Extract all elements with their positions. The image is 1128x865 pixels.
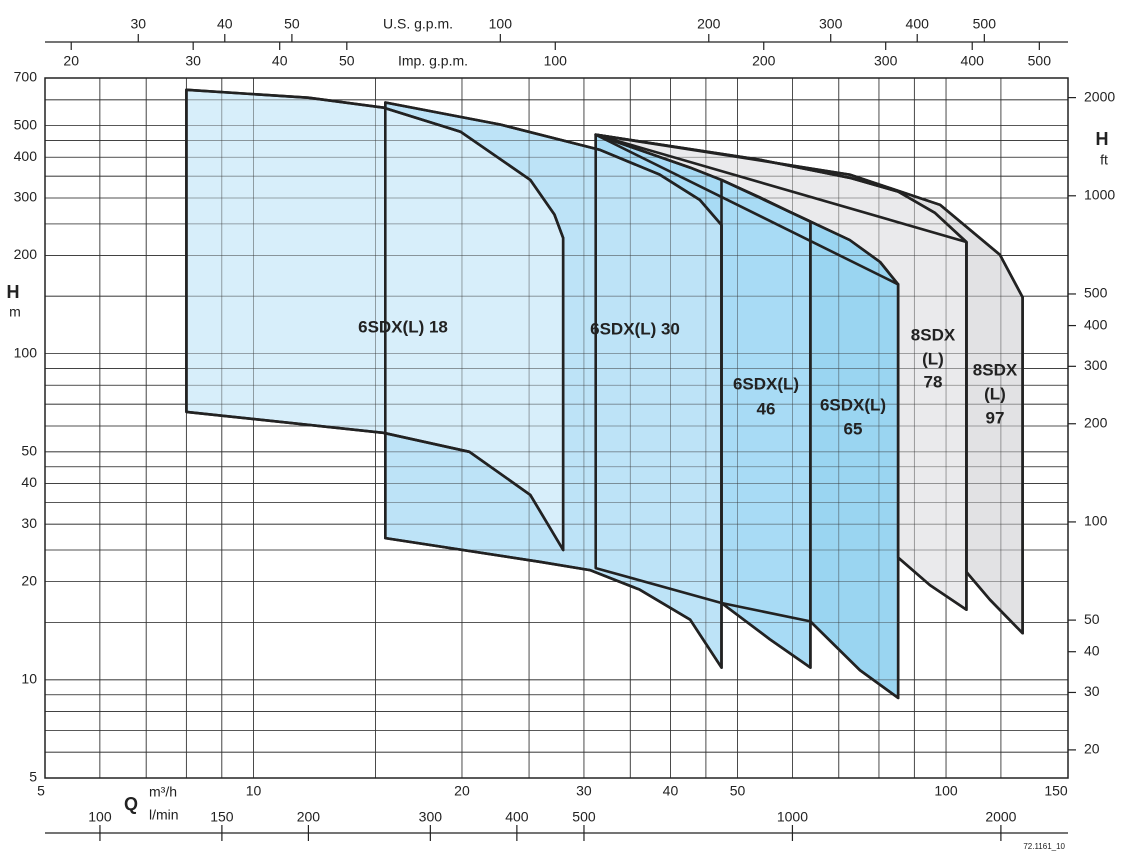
- us-gpm-tick-label: 400: [906, 16, 930, 32]
- lmin-tick-label: 150: [210, 809, 234, 825]
- x-tick-label: 10: [246, 783, 262, 799]
- model-label: 6SDX(L) 18: [358, 317, 448, 336]
- model-label: 8SDX: [973, 360, 1018, 379]
- imp-gpm-tick-label: 300: [874, 53, 898, 69]
- model-label: 8SDX: [911, 325, 956, 344]
- y-tick-label: 30: [21, 515, 37, 531]
- lmin-tick-label: 1000: [777, 809, 808, 825]
- lmin-tick-label: 2000: [985, 809, 1016, 825]
- lmin-tick-label: 200: [297, 809, 321, 825]
- plot-frame: [44, 77, 1069, 779]
- pump-range: [594, 133, 812, 669]
- y-tick-label: 500: [14, 116, 38, 132]
- ft-tick-label: 30: [1084, 683, 1100, 699]
- model-label: 78: [924, 372, 943, 391]
- x-tick-label: 20: [454, 783, 470, 799]
- x-tick-label: 30: [576, 783, 592, 799]
- x-unit-label: m³/h: [149, 784, 177, 800]
- y-tick-label: 5: [29, 769, 37, 785]
- us-gpm-tick-label: 200: [697, 16, 721, 32]
- x-tick-label: 40: [663, 783, 679, 799]
- model-label: (L): [984, 384, 1006, 403]
- ft-tick-label: 40: [1084, 642, 1100, 658]
- ft-tick-label: 1000: [1084, 186, 1115, 202]
- ft-tick-label: 50: [1084, 611, 1100, 627]
- lmin-tick-label: 100: [88, 809, 112, 825]
- lmin-tick-label: 400: [505, 809, 529, 825]
- us-gpm-tick-label: 30: [130, 16, 146, 32]
- imp-gpm-tick-label: 20: [63, 53, 79, 69]
- imp-gpm-label: Imp. g.p.m.: [398, 53, 468, 69]
- imp-gpm-tick-label: 50: [339, 53, 355, 69]
- y-unit-label: m: [9, 304, 21, 320]
- model-label: 65: [844, 419, 863, 438]
- model-label: 97: [986, 408, 1005, 427]
- y-axis-symbol: H: [7, 282, 20, 302]
- model-label: 6SDX(L) 30: [590, 319, 680, 338]
- imp-gpm-tick-label: 100: [544, 53, 568, 69]
- lmin-tick-label: 500: [572, 809, 596, 825]
- ft-tick-label: 200: [1084, 414, 1108, 430]
- y-tick-label: 10: [21, 671, 37, 687]
- y-tick-label: 300: [14, 189, 38, 205]
- ft-tick-label: 500: [1084, 285, 1108, 301]
- x-tick-label: 150: [1044, 783, 1068, 799]
- ft-tick-label: 300: [1084, 357, 1108, 373]
- y-tick-label: 400: [14, 148, 38, 164]
- imp-gpm-tick-label: 30: [185, 53, 201, 69]
- ft-tick-label: 400: [1084, 316, 1108, 332]
- us-gpm-tick-label: 40: [217, 16, 233, 32]
- lmin-tick-label: 300: [419, 809, 443, 825]
- us-gpm-tick-label: 300: [819, 16, 843, 32]
- x-tick-label: 100: [934, 783, 958, 799]
- ft-tick-label: 20: [1084, 741, 1100, 757]
- ft-label: ft: [1100, 152, 1108, 168]
- us-gpm-tick-label: 500: [973, 16, 997, 32]
- y-tick-label: 200: [14, 246, 38, 262]
- model-label: 46: [757, 399, 776, 418]
- ft-tick-label: 2000: [1084, 88, 1115, 104]
- pump-range: [720, 178, 900, 700]
- ft-tick-label: 100: [1084, 513, 1108, 529]
- ft-symbol: H: [1096, 129, 1109, 149]
- imp-gpm-tick-label: 400: [961, 53, 985, 69]
- us-gpm-tick-label: 50: [284, 16, 300, 32]
- imp-gpm-tick-label: 200: [752, 53, 776, 69]
- lmin-label: l/min: [149, 807, 179, 823]
- model-label: 6SDX(L): [733, 374, 799, 393]
- x-axis-symbol: Q: [124, 794, 138, 814]
- y-tick-label: 20: [21, 572, 37, 588]
- footnote: 72.1161_10: [1023, 842, 1065, 851]
- us-gpm-label: U.S. g.p.m.: [383, 16, 453, 32]
- us-gpm-tick-label: 100: [489, 16, 513, 32]
- pump-range: [185, 88, 565, 552]
- y-tick-label: 50: [21, 443, 37, 459]
- pump-range: [384, 101, 723, 669]
- model-label: 6SDX(L): [820, 395, 886, 414]
- x-tick-label: 5: [37, 783, 45, 799]
- model-label: (L): [922, 349, 944, 368]
- y-tick-label: 700: [14, 69, 38, 85]
- y-tick-label: 40: [21, 474, 37, 490]
- imp-gpm-tick-label: 40: [272, 53, 288, 69]
- imp-gpm-tick-label: 500: [1028, 53, 1052, 69]
- y-tick-label: 100: [14, 344, 38, 360]
- x-tick-label: 50: [730, 783, 746, 799]
